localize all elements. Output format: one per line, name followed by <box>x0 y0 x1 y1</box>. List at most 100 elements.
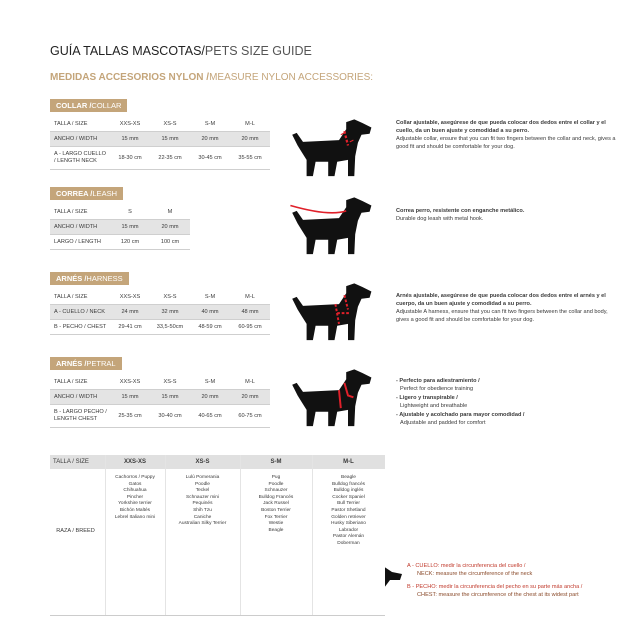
dog-leash-illustration <box>290 197 372 255</box>
description-es: - Ajustable y acolchado para mayor comod… <box>396 412 525 418</box>
table-cell: 20 mm <box>190 132 230 146</box>
table-cell: XS-S <box>150 375 190 389</box>
description: - Ligero y transpirable / Lightweight and… <box>396 394 616 410</box>
cell-value: 100 cm <box>160 238 180 245</box>
description: Arnés ajustable, asegúrese de que pueda … <box>396 292 616 324</box>
cell-value: 15 mm <box>121 223 139 230</box>
subtitle: MEDIDAS ACCESORIOS NYLON /MEASURE NYLON … <box>50 72 373 83</box>
table-cell: TALLA / SIZE <box>54 290 108 304</box>
breed-name: Beagle <box>341 475 356 480</box>
cell-value: S-M <box>204 378 216 385</box>
table-cell: 35-55 cm <box>230 147 270 169</box>
cell-value: 48 mm <box>241 308 259 315</box>
section-label-es: COLLAR / <box>56 101 92 110</box>
breed-table: TALLA / SIZE XXS-XS Cachorros / Puppy Gatos… <box>50 455 385 616</box>
section-label-es: CORREA / <box>56 189 93 198</box>
table-cell: LARGO / LENGTH <box>54 235 108 249</box>
cell-value: 25-35 cm <box>118 412 142 419</box>
breed-name: Bulldog inglés <box>333 488 364 494</box>
breed-name: Schnauzer mini <box>185 494 220 500</box>
breed-name: Lulú Pomerania <box>185 475 220 480</box>
table-cell: 15 mm <box>110 132 150 146</box>
table-row: TALLA / SIZE S M <box>50 205 190 220</box>
row-label: TALLA / SIZE <box>54 120 88 127</box>
row-label: A - CUELLO / NECK <box>54 308 105 315</box>
note-es: B - PECHO: medir la circunferencia del p… <box>407 584 583 590</box>
cell-value: S <box>128 208 132 215</box>
breed-name: Jack Russel <box>263 501 289 507</box>
note-en: NECK: measure the circumference of the n… <box>417 571 533 577</box>
table-cell: S-M <box>190 117 230 131</box>
subtitle-en: MEASURE NYLON ACCESSORIES: <box>209 72 374 83</box>
cell-value: 22-35 cm <box>158 154 182 161</box>
breed-name: Boston Terrier <box>261 508 291 513</box>
breed-name: Australian Silky Terrier <box>178 521 227 527</box>
row-label: TALLA / SIZE <box>54 293 88 300</box>
cell-value: M-L <box>245 378 255 385</box>
table-cell: 32 mm <box>150 305 190 319</box>
row-label: A - LARGO CUELLO / LENGTH NECK <box>54 151 106 164</box>
table-cell: XS-S <box>150 117 190 131</box>
table-cell: S-M <box>190 290 230 304</box>
table-cell: A - CUELLO / NECK <box>54 305 108 319</box>
table-row: TALLA / SIZE XXS-XS XS-S S-M M-L <box>50 375 270 390</box>
breed-name: Cocker Spaniel <box>332 494 365 500</box>
breed-name: Doberman <box>337 541 360 546</box>
table-cell: A - LARGO CUELLO / LENGTH NECK <box>54 147 108 169</box>
table-cell: S <box>110 205 150 219</box>
breed-name: Pug <box>271 475 281 480</box>
section-label-en: LEASH <box>92 189 117 198</box>
cell-value: XXS-XS <box>119 120 141 127</box>
breed-size: M-L <box>343 459 354 465</box>
breed-name: Poodle <box>195 481 210 487</box>
breed-name: Husky Siberiano <box>331 521 366 527</box>
section-header: ARNÉS /HARNESS <box>50 272 129 285</box>
breed-name: Pastor Shetland <box>331 508 366 513</box>
cell-value: 15 mm <box>161 393 179 400</box>
section-label-en: PETRAL <box>86 359 116 368</box>
cell-value: XXS-XS <box>119 293 141 300</box>
table-cell: 100 cm <box>150 235 190 249</box>
cell-value: 60-95 cm <box>238 323 262 330</box>
table-cell: ANCHO / WIDTH <box>54 220 108 234</box>
description: - Perfecto para adiestramiento / Perfect … <box>396 377 616 393</box>
row-label: B - PECHO / CHEST <box>54 323 107 330</box>
row-label: B - LARGO PECHO / LENGTH CHEST <box>54 409 107 422</box>
table-cell: 20 mm <box>150 220 190 234</box>
breed-name: Golden retriever <box>331 514 366 520</box>
table-row: TALLA / SIZE XXS-XS XS-S S-M M-L <box>50 117 270 132</box>
table-cell: 33,5-50cm <box>150 320 190 334</box>
breed-name: Yorkshire terrier <box>118 501 152 507</box>
table-cell: 20 mm <box>190 390 230 404</box>
section-label-en: COLLAR <box>91 101 122 110</box>
table-cell: 60-95 cm <box>230 320 270 334</box>
breed-name: Lebrel Italiano mini <box>114 514 156 520</box>
table-cell: 20 mm <box>230 132 270 146</box>
table-cell: 29-41 cm <box>110 320 150 334</box>
description-en: Adjustable A harness, ensure that you ca… <box>396 309 608 323</box>
breed-name: Shih Tzu <box>193 508 212 513</box>
cell-value: 20 mm <box>241 135 259 142</box>
table-cell: 15 mm <box>110 220 150 234</box>
table-cell: M-L <box>230 290 270 304</box>
description-es: - Ligero y transpirable / <box>396 395 458 401</box>
table-cell: 15 mm <box>110 390 150 404</box>
breed-header-row <box>50 455 385 469</box>
cell-value: M <box>167 208 173 215</box>
cell-value: 20 mm <box>241 393 259 400</box>
breed-name: Bull Terrier <box>337 501 360 507</box>
note-en: CHEST: measure the circumference of the … <box>417 592 579 598</box>
row-label: TALLA / SIZE <box>54 208 88 215</box>
cell-value: M-L <box>245 293 255 300</box>
table-cell: B - PECHO / CHEST <box>54 320 108 334</box>
column-divider <box>105 455 106 615</box>
table-cell: 18-30 cm <box>110 147 150 169</box>
table-row: B - LARGO PECHO / LENGTH CHEST 25-35 cm 30… <box>50 405 270 428</box>
table-row: TALLA / SIZE XXS-XS XS-S S-M M-L <box>50 290 270 305</box>
dog-collar-illustration <box>292 119 372 177</box>
table-cell: ANCHO / WIDTH <box>54 390 108 404</box>
dog-petral-illustration <box>292 369 372 427</box>
breed-name: Pequinés <box>192 501 213 507</box>
table-cell: 30-40 cm <box>150 405 190 427</box>
